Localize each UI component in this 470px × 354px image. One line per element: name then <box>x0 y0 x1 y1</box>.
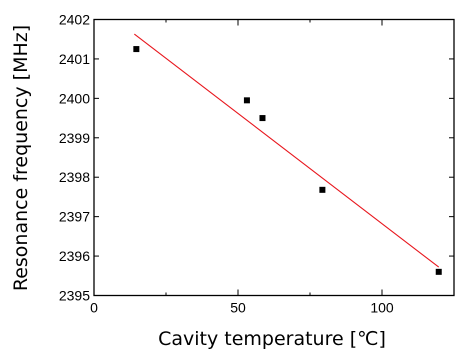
y-tick-label: 2401 <box>59 51 90 67</box>
y-axis-title: Resonance frequency [MHz] <box>10 25 32 291</box>
y-tick-label: 2395 <box>59 288 90 304</box>
y-tick-label: 2399 <box>59 130 90 146</box>
x-axis-title: Cavity temperature [℃] <box>158 328 386 350</box>
y-tick-label: 2398 <box>59 169 90 185</box>
y-tick-label: 2400 <box>59 90 90 106</box>
data-points <box>133 46 442 275</box>
data-point <box>319 186 326 193</box>
y-tick-label: 2396 <box>59 248 90 264</box>
axis-ticks <box>93 19 455 296</box>
y-tick-label: 2402 <box>59 12 90 28</box>
y-tick-labels: 2395 2396 2397 2398 2399 2400 2401 2402 <box>59 12 90 304</box>
plot-frame <box>93 18 455 297</box>
y-tick-label: 2397 <box>59 209 90 225</box>
data-point <box>435 268 442 275</box>
x-tick-labels: 0 50 100 <box>90 300 394 316</box>
data-point <box>259 115 266 122</box>
x-tick-label: 50 <box>230 300 246 316</box>
x-tick-label: 100 <box>370 300 394 316</box>
fit-line <box>133 33 440 268</box>
data-point <box>133 46 140 53</box>
data-point <box>243 97 250 104</box>
x-tick-label: 0 <box>90 300 98 316</box>
